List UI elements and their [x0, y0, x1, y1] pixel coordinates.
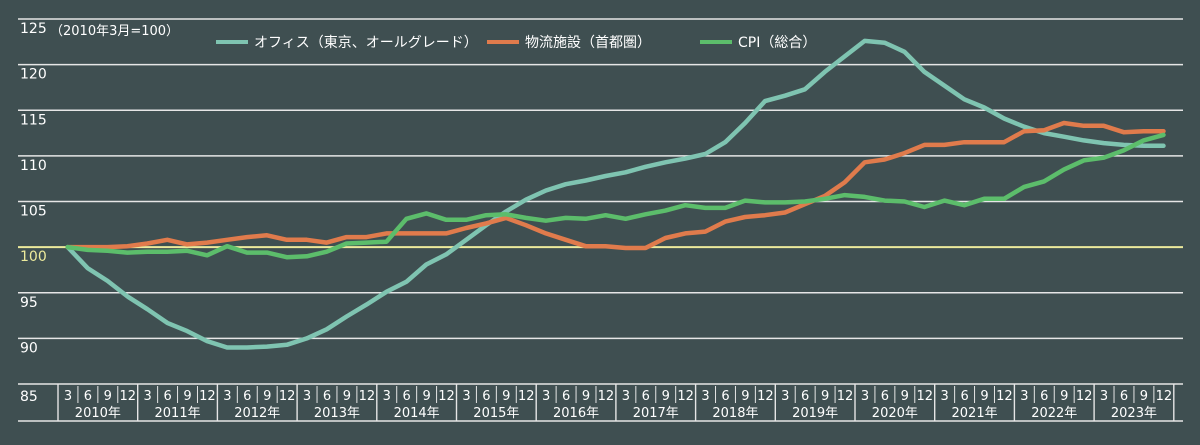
x-month-label: 12 — [279, 389, 296, 404]
x-month-label: 12 — [438, 389, 455, 404]
x-month-label: 9 — [741, 389, 749, 404]
x-month-label: 3 — [64, 389, 72, 404]
x-year-label: 2011年 — [155, 406, 201, 421]
series-lines — [68, 41, 1164, 348]
x-month-label: 6 — [881, 389, 889, 404]
x-month-label: 3 — [1100, 389, 1108, 404]
x-month-label: 3 — [781, 389, 789, 404]
x-month-label: 3 — [701, 389, 709, 404]
x-month-label: 9 — [263, 389, 271, 404]
x-year-label: 2012年 — [234, 406, 280, 421]
x-month-label: 6 — [960, 389, 968, 404]
x-year-label: 2023年 — [1111, 406, 1157, 421]
x-year-label: 2014年 — [394, 406, 440, 421]
x-month-label: 9 — [1060, 389, 1068, 404]
x-month-label: 12 — [1076, 389, 1093, 404]
base-note: （2010年3月=100） — [50, 24, 179, 39]
x-month-label: 6 — [642, 389, 650, 404]
x-year-label: 2022年 — [1031, 406, 1077, 421]
y-tick-label: 100 — [20, 249, 47, 265]
y-tick-label: 125 — [20, 21, 47, 37]
series-line — [68, 123, 1164, 248]
x-month-label: 6 — [482, 389, 490, 404]
x-month-label: 9 — [183, 389, 191, 404]
y-tick-label: 95 — [20, 295, 38, 311]
x-month-label: 6 — [243, 389, 251, 404]
x-month-label: 3 — [941, 389, 949, 404]
legend-item: CPI（総合） — [700, 35, 816, 51]
x-month-label: 3 — [462, 389, 470, 404]
x-month-label: 12 — [1156, 389, 1173, 404]
x-month-label: 3 — [223, 389, 231, 404]
x-month-label: 3 — [144, 389, 152, 404]
x-month-label: 9 — [662, 389, 670, 404]
y-tick-label: 85 — [20, 389, 38, 405]
x-month-label: 12 — [837, 389, 854, 404]
x-month-label: 9 — [1140, 389, 1148, 404]
x-month-label: 6 — [721, 389, 729, 404]
y-tick-label: 90 — [20, 340, 38, 356]
x-year-label: 2018年 — [712, 406, 758, 421]
y-tick-label: 105 — [20, 204, 47, 220]
x-month-label: 3 — [1020, 389, 1028, 404]
x-month-label: 12 — [518, 389, 535, 404]
x-month-label: 12 — [677, 389, 694, 404]
legend-item: 物流施設（首都圏） — [487, 35, 651, 51]
x-month-label: 12 — [359, 389, 376, 404]
x-month-label: 6 — [562, 389, 570, 404]
x-month-label: 3 — [542, 389, 550, 404]
x-month-label: 12 — [598, 389, 615, 404]
legend-label: オフィス（東京、オールグレード） — [254, 35, 478, 51]
legend-label: CPI（総合） — [738, 35, 816, 51]
x-year-label: 2021年 — [952, 406, 998, 421]
x-month-label: 9 — [821, 389, 829, 404]
x-month-label: 3 — [861, 389, 869, 404]
x-year-label: 2013年 — [314, 406, 360, 421]
legend-label: 物流施設（首都圏） — [525, 35, 651, 51]
x-year-label: 2015年 — [473, 406, 519, 421]
x-year-label: 2020年 — [872, 406, 918, 421]
x-month-label: 12 — [119, 389, 136, 404]
x-month-label: 9 — [980, 389, 988, 404]
x-month-label: 9 — [502, 389, 510, 404]
x-year-label: 2019年 — [792, 406, 838, 421]
legend-item: オフィス（東京、オールグレード） — [216, 35, 478, 51]
x-month-label: 12 — [199, 389, 216, 404]
y-tick-label: 120 — [20, 67, 47, 83]
x-month-label: 9 — [422, 389, 430, 404]
series-line — [68, 41, 1164, 348]
x-month-label: 9 — [901, 389, 909, 404]
x-month-label: 9 — [343, 389, 351, 404]
y-tick-label: 110 — [20, 158, 47, 174]
x-month-label: 12 — [916, 389, 933, 404]
x-year-label: 2010年 — [75, 406, 121, 421]
series-2 — [68, 123, 1164, 248]
x-month-label: 6 — [323, 389, 331, 404]
x-month-label: 6 — [403, 389, 411, 404]
x-year-label: 2016年 — [553, 406, 599, 421]
x-month-label: 9 — [104, 389, 112, 404]
x-month-label: 3 — [383, 389, 391, 404]
x-month-label: 6 — [1120, 389, 1128, 404]
x-month-label: 6 — [801, 389, 809, 404]
x-month-label: 3 — [303, 389, 311, 404]
y-tick-label: 115 — [20, 112, 47, 128]
y-axis: 85 90 95 100 105 110 115 120 125 — [20, 21, 47, 405]
x-year-label: 2017年 — [633, 406, 679, 421]
series-1 — [68, 41, 1164, 348]
x-month-label: 3 — [622, 389, 630, 404]
x-month-label: 6 — [84, 389, 92, 404]
x-month-label: 6 — [163, 389, 171, 404]
x-month-label: 12 — [996, 389, 1013, 404]
x-month-label: 6 — [1040, 389, 1048, 404]
x-month-label: 9 — [582, 389, 590, 404]
legend: オフィス（東京、オールグレード） 物流施設（首都圏） CPI（総合） — [216, 35, 816, 51]
x-month-label: 12 — [757, 389, 774, 404]
